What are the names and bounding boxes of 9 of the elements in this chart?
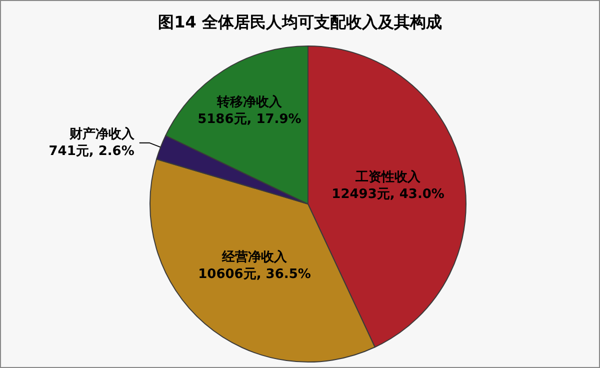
data-label: 12493元, 43.0% bbox=[332, 187, 444, 202]
slice-label: 工资性收入 bbox=[354, 169, 422, 186]
data-label: 741元, 2.6% bbox=[48, 144, 134, 159]
slice-label: 财产净收入 bbox=[68, 126, 136, 142]
slice-label: 转移净收入 bbox=[216, 94, 283, 110]
data-label: 5186元, 17.9% bbox=[198, 112, 302, 127]
chart-title: 图14 全体居民人均可支配收入及其构成 bbox=[158, 12, 442, 32]
slice-label: 经营净收入 bbox=[221, 249, 288, 266]
data-label: 10606元, 36.5% bbox=[198, 267, 311, 282]
